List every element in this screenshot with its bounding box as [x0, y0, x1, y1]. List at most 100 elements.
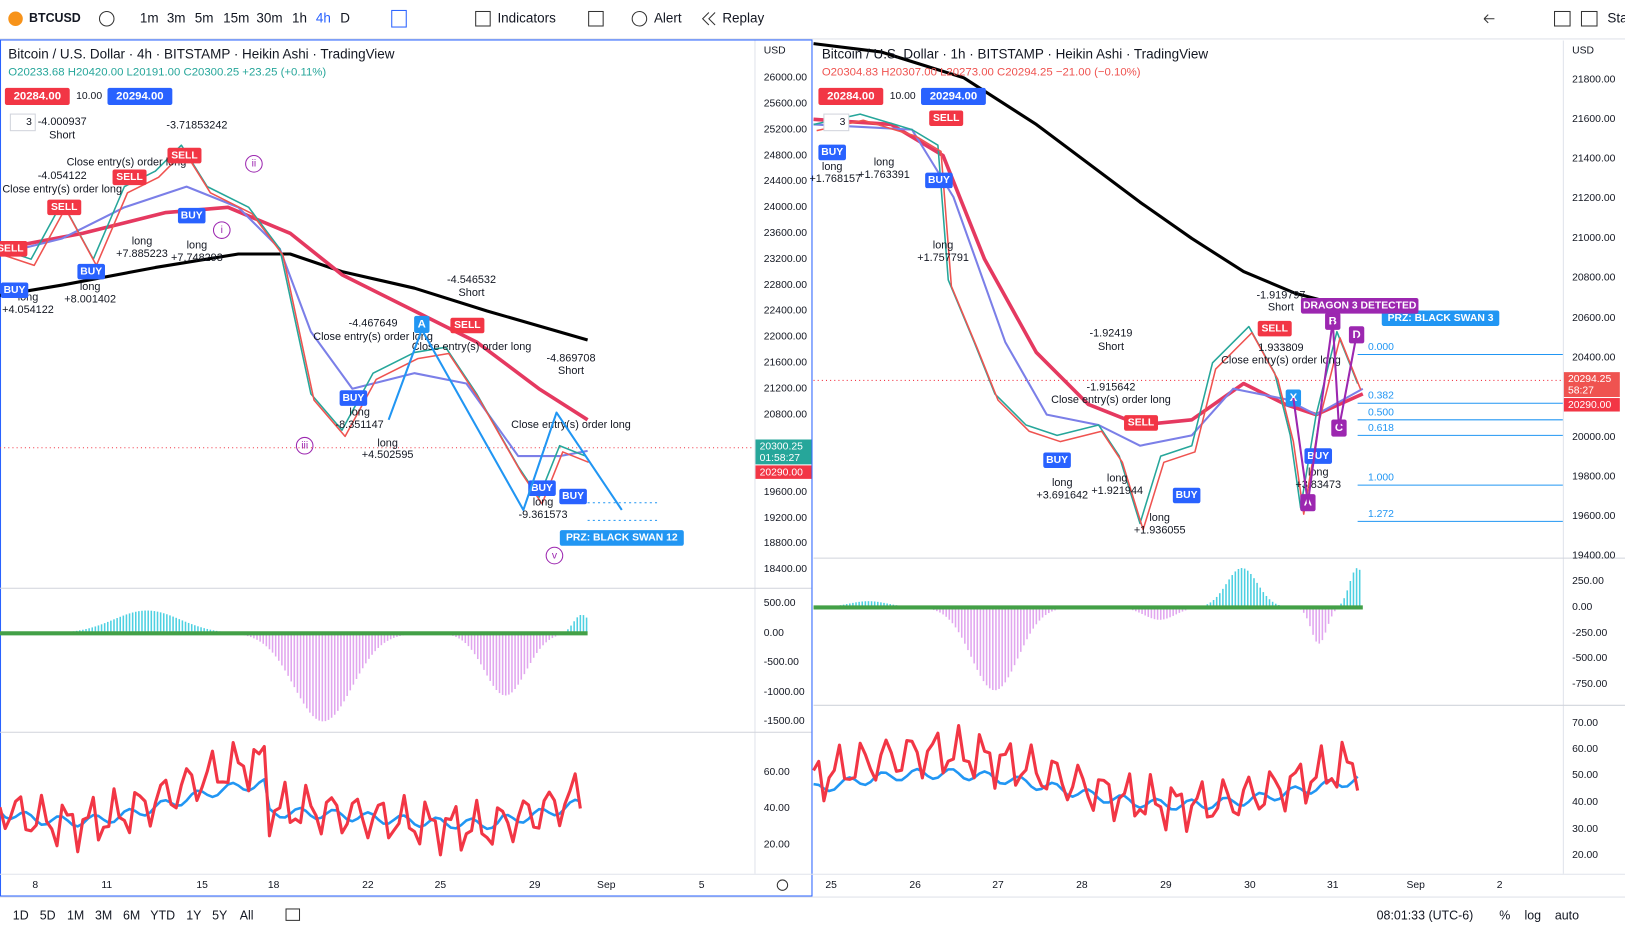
price-tick-label: 20600.00 — [1572, 313, 1615, 324]
date-range-icon[interactable] — [285, 908, 301, 921]
trade-annotation: Close entry(s) order long — [1221, 355, 1341, 367]
add-symbol-icon[interactable] — [98, 10, 115, 27]
trade-annotation: long — [1107, 473, 1128, 485]
trade-badge: BUY — [1046, 455, 1068, 466]
alert-button[interactable]: Alert — [654, 10, 682, 25]
prz-label-box — [1381, 310, 1500, 327]
interval-button[interactable]: 15m — [223, 10, 249, 25]
wave-marker — [295, 436, 314, 455]
interval-button[interactable]: 4h — [316, 10, 331, 25]
price-tick-label: 21600.00 — [1572, 114, 1615, 125]
oscillator-tick-label: -1000.00 — [764, 687, 805, 698]
ask-price: 20294.00 — [930, 90, 977, 102]
price-tick-label: 26000.00 — [764, 73, 807, 84]
range-button[interactable]: 5D — [40, 909, 56, 923]
range-button[interactable]: 1M — [67, 909, 84, 923]
time-tick-label: 18 — [268, 880, 280, 891]
undo-icon[interactable] — [1483, 14, 1495, 24]
price-tick-label: 21800.00 — [1572, 75, 1615, 86]
trade-badge-box — [1043, 452, 1071, 468]
indicators-button[interactable]: Indicators — [497, 10, 556, 25]
price-line — [816, 119, 1362, 531]
fib-level-label: 0.500 — [1368, 407, 1394, 418]
trade-annotation: long — [132, 235, 153, 247]
price-tick-label: 18400.00 — [764, 564, 807, 575]
replay-button[interactable]: Replay — [722, 10, 764, 25]
currency-label[interactable]: USD — [1572, 46, 1594, 57]
range-button[interactable]: 1Y — [186, 909, 202, 923]
range-button[interactable]: All — [240, 909, 254, 923]
price-tick-label: 25200.00 — [764, 124, 807, 135]
price-tick-label: 19200.00 — [764, 513, 807, 524]
prz-label-box — [559, 530, 684, 546]
trade-annotation: -3.71853242 — [166, 119, 227, 131]
spread: 10.00 — [76, 91, 102, 102]
trade-annotation: long — [349, 406, 370, 418]
range-button[interactable]: 6M — [123, 909, 140, 923]
percent-toggle[interactable]: % — [1499, 909, 1510, 923]
trade-annotation: +1.763391 — [858, 169, 910, 181]
price-marker-box — [755, 465, 812, 479]
settings-icon[interactable] — [776, 879, 789, 891]
price-tick-label: 20400.00 — [1572, 352, 1615, 363]
layout-icon[interactable] — [1554, 10, 1571, 27]
symbol[interactable]: BTCUSD — [29, 11, 81, 25]
price-tick-label: 22000.00 — [764, 332, 807, 343]
time-tick-label: 29 — [529, 880, 541, 891]
long-moving-average — [813, 42, 1364, 313]
range-button[interactable]: 5Y — [212, 909, 228, 923]
trade-annotation: +1.757791 — [917, 252, 969, 264]
time-tick-label: 5 — [699, 880, 705, 891]
moving-average — [0, 185, 588, 458]
replay-icon[interactable] — [701, 12, 716, 26]
time-tick-label: Sep — [597, 880, 616, 891]
interval-button[interactable]: 1m — [140, 10, 159, 25]
wave-label: iii — [301, 440, 308, 451]
oscillator-tick-label: -750.00 — [1572, 679, 1607, 690]
indicators-icon[interactable] — [475, 10, 491, 27]
rsi-tick-label: 30.00 — [1572, 824, 1598, 835]
rsi-tick-label: 20.00 — [764, 839, 790, 850]
alert-icon[interactable] — [631, 10, 648, 27]
rsi-tick-label: 40.00 — [1572, 797, 1598, 808]
indicator-count[interactable]: 3 — [840, 117, 846, 128]
currency-label[interactable]: USD — [764, 46, 786, 57]
fib-level-label: 0.000 — [1368, 342, 1394, 353]
bid-price: 20284.00 — [827, 90, 874, 102]
fullscreen-icon[interactable] — [1580, 10, 1598, 27]
range-button[interactable]: 1D — [13, 909, 29, 923]
interval-button[interactable]: 3m — [167, 10, 186, 25]
trade-badge: BUY — [181, 210, 203, 221]
oscillator-tick-label: 500.00 — [764, 598, 796, 609]
price-tick-label: 20800.00 — [1572, 273, 1615, 284]
trade-badge-box — [1257, 320, 1292, 337]
range-button[interactable]: 3M — [95, 909, 112, 923]
trade-badge-box — [339, 390, 368, 406]
price-tick-label: 20000.00 — [1572, 432, 1615, 443]
chart-type-icon[interactable] — [391, 9, 407, 28]
range-button[interactable]: YTD — [150, 909, 175, 923]
trade-annotation: +7.885223 — [116, 248, 168, 260]
interval-button[interactable]: 5m — [195, 10, 214, 25]
trade-annotation: long — [80, 281, 101, 293]
harmonic-pattern — [1292, 320, 1358, 504]
trade-badge: SELL — [933, 113, 960, 124]
trade-annotation: +3.691642 — [1036, 489, 1088, 501]
price-tick-label: 25600.00 — [764, 98, 807, 109]
auto-toggle[interactable]: auto — [1555, 909, 1579, 923]
trade-annotation: -1.92419 — [1090, 328, 1133, 340]
pattern-point: A — [418, 318, 426, 330]
interval-button[interactable]: D — [340, 10, 350, 25]
templates-icon[interactable] — [588, 10, 604, 27]
interval-button[interactable]: 30m — [256, 10, 282, 25]
log-toggle[interactable]: log — [1524, 909, 1541, 923]
trade-annotation: -8.351147 — [336, 419, 384, 431]
trade-badge: SELL — [454, 320, 481, 331]
price-tick-label: 24800.00 — [764, 150, 807, 161]
interval-button[interactable]: 1h — [292, 10, 307, 25]
indicator-count[interactable]: 3 — [26, 117, 32, 128]
trade-annotation: +4.502595 — [362, 449, 414, 461]
indicator-toggle-box — [9, 113, 36, 132]
toolbar-item[interactable]: Sta — [1607, 10, 1625, 25]
price-marker-box — [1563, 398, 1620, 412]
